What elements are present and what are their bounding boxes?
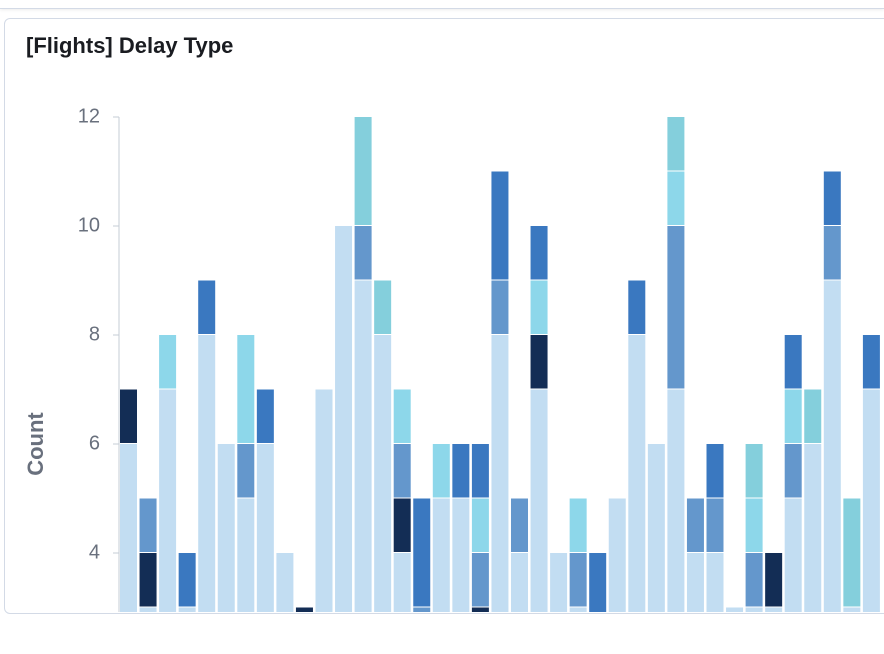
bar-segment [393, 389, 411, 443]
bar-segment [471, 607, 489, 612]
bar-segment [823, 280, 841, 612]
bar-segment [413, 607, 431, 612]
bar-segment [784, 389, 802, 443]
bar-segment [530, 226, 548, 280]
bar-segment [706, 553, 724, 612]
bar-segment [550, 553, 568, 612]
bar-segment [159, 335, 177, 389]
bar-segment [120, 389, 137, 443]
bar-segment [315, 389, 333, 612]
bar-segment [686, 498, 704, 552]
bar-segment [745, 607, 763, 612]
bar-segment [843, 607, 861, 612]
bar-segment [295, 607, 313, 612]
bar-segment [354, 280, 372, 612]
bar-segment [374, 335, 392, 612]
bar-segment [784, 335, 802, 389]
bar-segment [198, 335, 216, 612]
bar-segment [256, 389, 274, 443]
bar-segment [765, 607, 783, 612]
bar-segment [589, 553, 607, 612]
bar-segment [471, 553, 489, 607]
chart: [Flights] Delay Type Count 4 6 8 10 12 [23, 33, 880, 612]
bar-segment [178, 607, 196, 612]
y-tick-label: 6 [89, 432, 100, 454]
bar-segment [667, 389, 685, 612]
bar-segment [491, 280, 509, 334]
bar-segment [726, 607, 744, 612]
bar-segment [452, 498, 470, 612]
bar-segment [393, 498, 411, 552]
bar-segment [784, 444, 802, 498]
bar-segment [393, 553, 411, 612]
bar-segment [374, 280, 392, 334]
bar-segment [667, 171, 685, 225]
bar-segment [276, 553, 294, 612]
y-tick-label: 4 [89, 541, 100, 563]
bar-segment [823, 226, 841, 280]
bar-segment [178, 553, 196, 607]
bar-segment [471, 444, 489, 498]
panel [4, 18, 884, 614]
bar-segment [706, 444, 724, 498]
y-tick-label: 12 [78, 105, 100, 127]
bar-segment [354, 117, 372, 225]
bar-segment [628, 280, 646, 334]
bar-segment [804, 444, 822, 612]
bar-segment [432, 498, 450, 612]
bar-segment [432, 444, 450, 498]
bar-segment [256, 444, 274, 612]
bar-segment [139, 553, 157, 607]
bar-segment [393, 444, 411, 498]
bar-segment [804, 389, 822, 443]
bar-segment [862, 389, 880, 612]
bar-segment [569, 498, 587, 552]
bar-segment [667, 226, 685, 389]
bar-segment [139, 607, 157, 612]
previous-panel [0, 0, 884, 9]
bar-segment [491, 335, 509, 612]
bar-segment [667, 117, 685, 171]
bar-segment [569, 607, 587, 612]
bar-segment [530, 389, 548, 612]
bar-segment [335, 226, 353, 612]
bar-segment [823, 171, 841, 225]
bar-segment [354, 226, 372, 280]
bar-segment [608, 498, 626, 612]
bar-segment [452, 444, 470, 498]
bar-segment [628, 335, 646, 612]
bar-segment [139, 498, 157, 552]
bar-segment [471, 498, 489, 552]
bar-segment [198, 280, 216, 334]
y-tick-label: 10 [78, 214, 100, 236]
bar-segment [686, 553, 704, 612]
bar-segment [237, 498, 255, 612]
bar-segment [530, 335, 548, 389]
bar-segment [413, 498, 431, 607]
bar-segment [491, 171, 509, 280]
y-axis-label: Count [23, 412, 48, 476]
bar-segment [765, 553, 783, 607]
bar-segment [647, 444, 665, 612]
bar-segment [843, 498, 861, 607]
bar-segment [237, 444, 255, 498]
y-tick-label: 8 [89, 323, 100, 345]
bar-segment [784, 498, 802, 612]
chart-title: [Flights] Delay Type [26, 33, 233, 58]
bar-segment [237, 335, 255, 443]
bar-segment [745, 553, 763, 607]
bar-segment [706, 498, 724, 552]
bar-segment [159, 389, 177, 612]
bar-segment [745, 444, 763, 498]
bar-segment [511, 553, 528, 612]
bar-segment [862, 335, 880, 389]
bar-segment [745, 498, 763, 552]
bar-segment [569, 553, 587, 607]
bar-segment [530, 280, 548, 334]
bar-segment [217, 444, 235, 612]
bar-segment [511, 498, 528, 552]
bar-segment [120, 444, 137, 612]
